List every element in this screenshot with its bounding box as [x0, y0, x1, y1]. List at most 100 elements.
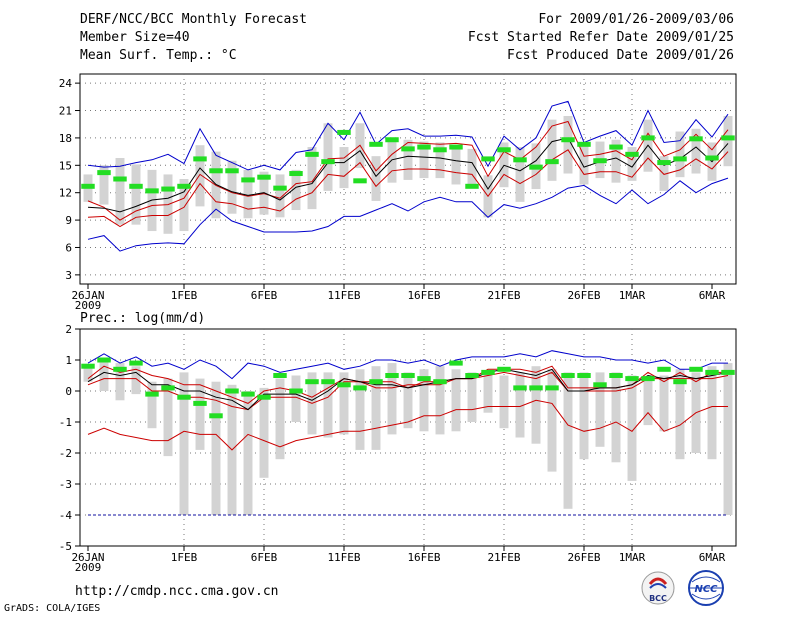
x-tick-label: 11FEB	[327, 289, 360, 302]
spread-box	[99, 360, 109, 391]
series-median	[87, 368, 729, 411]
obs-marker	[673, 379, 687, 385]
x-tick-label: 21FEB	[487, 289, 520, 302]
obs-marker	[401, 373, 415, 378]
x-tick-label: 6MAR	[699, 289, 726, 302]
spread-box	[403, 139, 413, 180]
x-tick-label: 1FEB	[171, 289, 198, 302]
obs-marker	[113, 176, 127, 182]
spread-box	[563, 372, 573, 509]
spread-box	[579, 372, 589, 460]
spread-box	[419, 141, 429, 179]
x-tick-label: 26JAN	[71, 289, 104, 302]
y-tick-label: 6	[65, 241, 72, 254]
spread-box	[723, 363, 733, 515]
obs-marker	[273, 373, 287, 378]
spread-box	[307, 147, 317, 210]
x-tick-label: 26FEB	[567, 551, 600, 564]
obs-marker	[177, 394, 191, 400]
obs-marker	[465, 183, 479, 189]
obs-marker	[673, 156, 687, 162]
spread-box	[563, 116, 573, 174]
spread-box	[131, 366, 141, 395]
spread-box	[371, 156, 381, 201]
spread-box	[691, 128, 701, 174]
y-tick-label: 15	[59, 159, 72, 172]
x-tick-label: 16FEB	[407, 289, 440, 302]
obs-marker	[561, 137, 575, 143]
spread-box	[147, 381, 157, 429]
obs-marker	[161, 385, 175, 391]
obs-marker	[177, 183, 191, 189]
spread-box	[387, 363, 397, 435]
obs-marker	[449, 144, 463, 150]
bcc-logo: BCC	[641, 571, 675, 605]
x-tick-label: 26JAN	[71, 551, 104, 564]
spread-box	[131, 164, 141, 225]
spread-box	[627, 147, 637, 181]
y-tick-label: 24	[59, 77, 73, 90]
spread-box	[435, 142, 445, 179]
obs-marker	[689, 366, 703, 372]
y-tick-label: -3	[59, 478, 72, 491]
precip-title: Prec.: log(mm/d)	[80, 311, 205, 326]
spread-box	[531, 366, 541, 444]
spread-box	[707, 366, 717, 460]
obs-marker	[593, 158, 607, 164]
obs-marker	[385, 373, 399, 378]
obs-marker	[609, 144, 623, 150]
obs-marker	[609, 373, 623, 378]
x-year-label: 2009	[75, 561, 102, 574]
bcc-logo-text: BCC	[649, 594, 667, 603]
obs-marker	[449, 360, 463, 366]
obs-marker	[321, 379, 335, 385]
obs-marker	[129, 183, 143, 189]
spread-box	[275, 174, 285, 218]
start-date: Fcst Started Refer Date 2009/01/25	[467, 30, 734, 45]
obs-marker	[113, 366, 127, 372]
series-lower-band	[87, 149, 729, 228]
spread-box	[195, 145, 205, 207]
spread-box	[451, 147, 461, 185]
obs-marker	[241, 177, 255, 183]
spread-box	[675, 131, 685, 178]
obs-marker	[193, 156, 207, 162]
spread-box	[611, 372, 621, 463]
plot-frame	[79, 328, 737, 547]
ncc-logo: NCC	[688, 570, 724, 606]
y-tick-label: -1	[59, 416, 72, 429]
obs-marker	[497, 147, 511, 153]
y-tick-label: 0	[65, 385, 72, 398]
series-ensemble-max	[87, 350, 728, 380]
spread-box	[419, 369, 429, 432]
spread-box	[339, 147, 349, 189]
obs-marker	[481, 369, 495, 375]
spread-box	[467, 372, 477, 422]
variable-label: Mean Surf. Temp.: °C	[80, 48, 237, 63]
spread-box	[547, 119, 557, 181]
obs-marker	[561, 373, 575, 378]
obs-marker	[305, 151, 319, 157]
forecast-period: For 2009/01/26-2009/03/06	[538, 12, 734, 27]
obs-marker	[353, 385, 367, 391]
chart-title: DERF/NCC/BCC Monthly Forecast	[80, 12, 307, 27]
footer-url[interactable]: http://cmdp.ncc.cma.gov.cn	[75, 584, 279, 599]
y-tick-label: 2	[65, 323, 72, 336]
x-tick-label: 11FEB	[327, 551, 360, 564]
y-tick-label: 9	[65, 214, 72, 227]
spread-box	[259, 387, 269, 478]
obs-marker	[513, 157, 527, 163]
spread-box	[547, 369, 557, 472]
obs-marker	[705, 369, 719, 375]
spread-box	[83, 366, 93, 382]
spread-box	[179, 372, 189, 515]
obs-marker	[513, 385, 527, 391]
obs-marker	[81, 183, 95, 189]
obs-marker	[433, 379, 447, 385]
obs-marker	[209, 168, 223, 174]
obs-marker	[129, 360, 143, 366]
spread-box	[179, 179, 189, 232]
precip-panel: -5 -4 -3 -2 -1 0 1 2 26JAN 1FEB 6FEB 11FEB 16FEB 21FE…	[59, 323, 737, 574]
x-year-label: 2009	[75, 299, 102, 312]
spread-box	[675, 369, 685, 460]
